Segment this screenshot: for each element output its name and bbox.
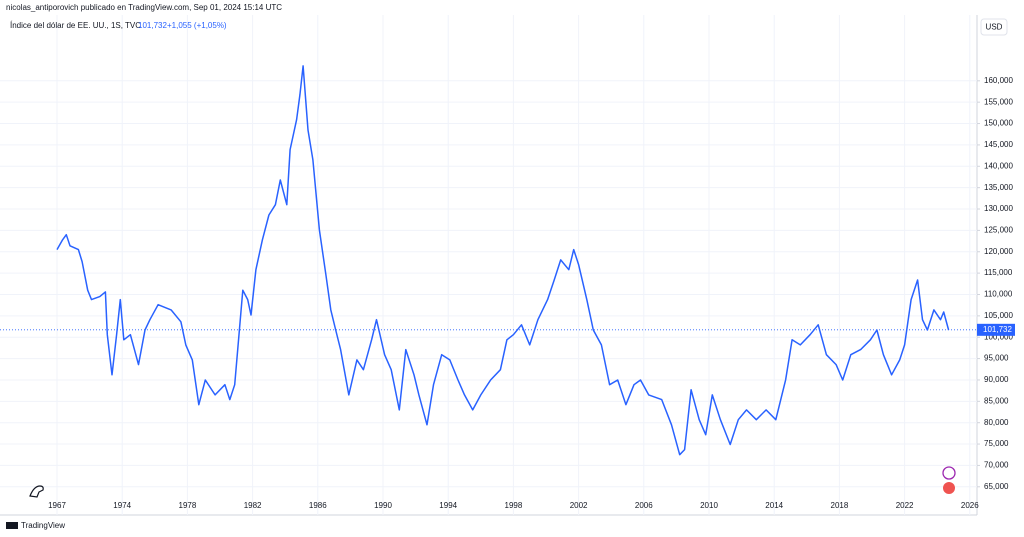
y-tick-label: 145,000 [984, 140, 1013, 149]
event-icon[interactable] [942, 466, 956, 480]
x-tick-label: 1967 [48, 501, 66, 510]
y-tick-label: 110,000 [984, 290, 1013, 299]
legend-name: Índice del dólar de EE. UU., 1S, TVC [10, 21, 141, 30]
flag-icon[interactable] [943, 482, 955, 494]
y-tick-label: 135,000 [984, 183, 1013, 192]
currency-box[interactable] [980, 18, 1008, 36]
currency: USD [986, 23, 1003, 32]
y-tick-label: 65,000 [984, 482, 1009, 491]
y-tick-label: 80,000 [984, 418, 1009, 427]
header: nicolas_antiporovich publicado en Tradin… [6, 3, 282, 12]
y-tick-label: 85,000 [984, 396, 1009, 405]
last-value-label: 101,732 [983, 325, 1012, 334]
plot [0, 15, 977, 515]
x-tick-label: 1974 [113, 501, 131, 510]
x-tick-label: 1990 [374, 501, 392, 510]
y-tick-label: 100,000 [984, 332, 1013, 341]
y-tick-label: 150,000 [984, 119, 1013, 128]
last-value-box [977, 323, 1015, 336]
legend-change: +1,055 (+1,05%) [167, 21, 227, 30]
y-tick-label: 160,000 [984, 76, 1013, 85]
y-tick-label: 105,000 [984, 311, 1013, 320]
x-tick-label: 2006 [635, 501, 653, 510]
footer: TradingView [21, 521, 65, 530]
price-line [56, 65, 950, 456]
x-tick-label: 1982 [244, 501, 262, 510]
x-tick-label: 1994 [439, 501, 457, 510]
y-tick-label: 130,000 [984, 204, 1013, 213]
footer-logo [6, 522, 18, 529]
x-tick-label: 2018 [831, 501, 849, 510]
x-tick-label: 2026 [961, 501, 979, 510]
y-tick-label: 70,000 [984, 461, 1009, 470]
y-tick-label: 90,000 [984, 375, 1009, 384]
y-tick-label: 155,000 [984, 97, 1013, 106]
y-tick-label: 125,000 [984, 225, 1013, 234]
y-tick-label: 140,000 [984, 161, 1013, 170]
x-tick-label: 1978 [179, 501, 197, 510]
x-tick-label: 2010 [700, 501, 718, 510]
x-tick-label: 2014 [765, 501, 783, 510]
x-tick-label: 2022 [896, 501, 914, 510]
legend-value: 101,732 [138, 21, 167, 30]
y-tick-label: 120,000 [984, 247, 1013, 256]
y-tick-label: 75,000 [984, 439, 1009, 448]
x-tick-label: 1986 [309, 501, 327, 510]
x-tick-label: 2002 [570, 501, 588, 510]
y-tick-label: 115,000 [984, 268, 1013, 277]
y-tick-label: 95,000 [984, 354, 1009, 363]
x-tick-label: 1998 [505, 501, 523, 510]
logo-icon [29, 485, 44, 498]
